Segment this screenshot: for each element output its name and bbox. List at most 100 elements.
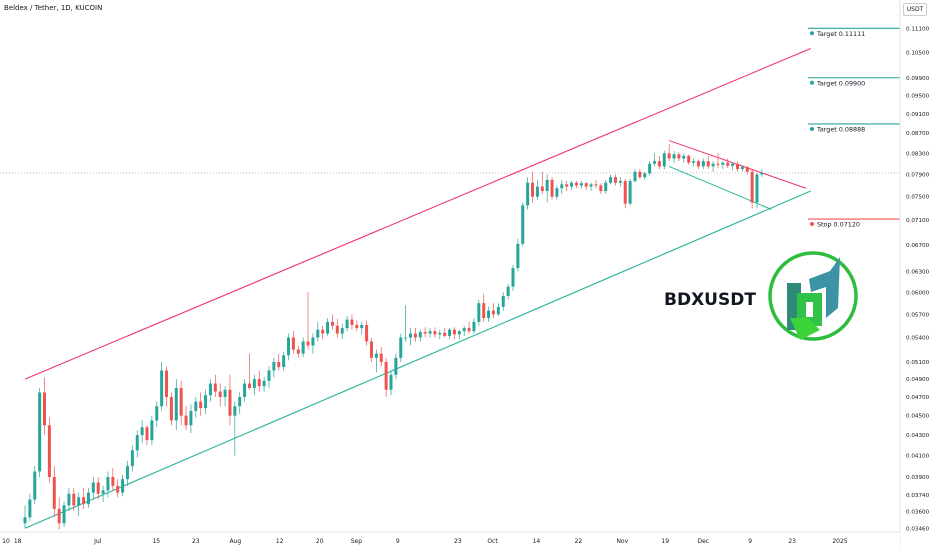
- candle-body: [648, 163, 652, 174]
- target-flag-icon: [810, 80, 814, 85]
- candle-body: [199, 401, 203, 409]
- channel-upper-line: [24, 47, 811, 380]
- candle-body: [228, 389, 232, 416]
- price-tick-label: 0.09900: [906, 76, 930, 82]
- currency-button[interactable]: USDT: [903, 3, 927, 16]
- candle-body: [496, 306, 500, 315]
- candle-body: [277, 362, 281, 368]
- candle-body: [740, 166, 744, 170]
- candle-body: [613, 177, 617, 183]
- candle-body: [755, 174, 759, 203]
- candle-body: [150, 420, 154, 441]
- price-tick-label: 0.09100: [906, 112, 930, 118]
- candle-body: [179, 387, 183, 416]
- candle-body: [604, 182, 608, 192]
- time-tick-label: 9: [396, 538, 400, 545]
- candle-body: [165, 370, 169, 398]
- candle-body: [404, 337, 408, 339]
- candle-body: [125, 466, 129, 480]
- candle-body: [487, 310, 491, 319]
- time-axis-bg: [0, 532, 900, 550]
- candle-body: [67, 493, 71, 506]
- candle-body: [38, 392, 42, 472]
- price-tick-label: 0.07500: [906, 195, 930, 201]
- candle-body: [243, 383, 247, 398]
- candle-body: [257, 379, 261, 387]
- candles-layer: [23, 144, 764, 530]
- candle-body: [716, 163, 720, 165]
- candle-body: [262, 380, 266, 387]
- candle-body: [252, 379, 256, 388]
- candle-body: [677, 154, 681, 159]
- candle-body: [687, 155, 691, 163]
- time-tick-label: 23: [454, 538, 462, 545]
- time-tick-label: 2025: [832, 538, 847, 545]
- candle-body: [374, 353, 378, 358]
- target-level-label: Target 0.11111: [816, 30, 865, 38]
- candle-body: [584, 183, 588, 187]
- stop-level-label: Stop 0.07120: [817, 221, 860, 229]
- target-level-label: Target 0.08888: [816, 125, 865, 133]
- price-tick-label: 0.04300: [906, 433, 930, 439]
- drawing-layer: [24, 47, 811, 529]
- candle-body: [62, 505, 66, 524]
- candle-body: [477, 303, 481, 322]
- candle-body: [121, 479, 125, 493]
- target-flag-icon: [810, 126, 814, 131]
- candle-body: [618, 181, 622, 183]
- candle-body: [535, 186, 539, 197]
- candle-body: [291, 337, 295, 350]
- time-tick-label: 15: [152, 538, 160, 545]
- price-tick-label: 0.07900: [906, 172, 930, 178]
- candle-body: [218, 391, 222, 398]
- candle-body: [409, 333, 413, 338]
- candle-body: [609, 177, 613, 183]
- candle-body: [296, 349, 300, 354]
- candle-body: [330, 321, 334, 326]
- price-tick-label: 0.03740: [906, 493, 930, 499]
- candle-body: [653, 161, 657, 164]
- price-tick-label: 0.04700: [906, 395, 930, 401]
- candle-body: [306, 341, 310, 346]
- candle-body: [174, 387, 178, 421]
- candle-body: [467, 328, 471, 332]
- time-tick-label: Sep: [351, 538, 363, 545]
- candle-body: [223, 389, 227, 398]
- time-tick-label: 14: [533, 538, 541, 545]
- candle-body: [360, 324, 364, 329]
- candle-body: [643, 173, 647, 178]
- time-tick-label: 19: [661, 538, 669, 545]
- candle-body: [491, 310, 495, 315]
- candle-body: [526, 182, 530, 206]
- candle-body: [106, 476, 110, 491]
- price-tick-label: 0.03900: [906, 475, 930, 481]
- candle-body: [287, 337, 291, 356]
- candle-body: [155, 406, 159, 421]
- candle-body: [208, 383, 212, 396]
- candle-body: [482, 303, 486, 319]
- candle-body: [472, 321, 476, 332]
- candle-body: [77, 497, 81, 506]
- price-tick-label: 0.04500: [906, 414, 930, 420]
- candle-body: [326, 321, 330, 334]
- candle-body: [574, 182, 578, 186]
- candle-body: [682, 155, 686, 159]
- candle-body: [565, 184, 569, 187]
- candle-body: [184, 415, 188, 426]
- candle-body: [448, 329, 452, 336]
- time-tick-label: 18: [14, 538, 22, 545]
- candle-body: [160, 370, 164, 407]
- candle-body: [692, 161, 696, 163]
- target-flag-icon: [810, 31, 814, 36]
- candle-body: [116, 485, 120, 493]
- candle-body: [267, 370, 271, 381]
- candle-body: [355, 324, 359, 329]
- candle-body: [418, 331, 422, 338]
- candle-body: [311, 337, 315, 346]
- price-tick-label: 0.08700: [906, 131, 930, 137]
- candle-body: [213, 383, 217, 392]
- candle-body: [28, 499, 32, 518]
- candle-body: [706, 161, 710, 167]
